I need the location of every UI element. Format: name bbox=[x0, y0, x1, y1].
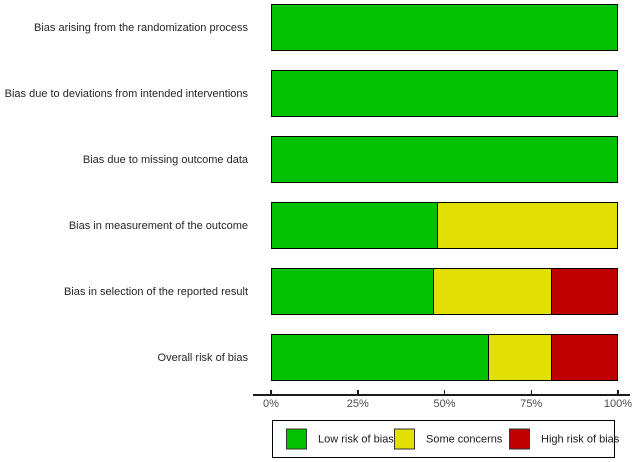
category-label-deviations: Bias due to deviations from intended int… bbox=[4, 87, 248, 100]
stacked-bar-randomization bbox=[271, 4, 618, 51]
tick-label: 25% bbox=[346, 398, 369, 410]
bar-segment-low-risk-of-bias bbox=[272, 137, 617, 182]
stacked-bar-selection bbox=[271, 268, 618, 315]
bar-segment-some-concerns bbox=[437, 203, 617, 248]
legend: Low risk of bias Some concerns High risk… bbox=[272, 420, 619, 458]
stacked-bar-overall bbox=[271, 334, 618, 381]
category-label-measurement: Bias in measurement of the outcome bbox=[68, 219, 248, 232]
x-axis-line bbox=[253, 394, 630, 396]
tick-mark bbox=[617, 390, 619, 394]
bar-segment-low-risk-of-bias bbox=[272, 335, 489, 380]
category-label-missing-data: Bias due to missing outcome data bbox=[82, 153, 248, 166]
chart-row: Bias due to deviations from intended int… bbox=[0, 70, 637, 117]
x-tick-50: 50% bbox=[433, 390, 456, 410]
legend-item-low-risk: Low risk of bias bbox=[286, 428, 394, 450]
bar-segment-low-risk-of-bias bbox=[272, 5, 617, 50]
x-tick-25: 25% bbox=[347, 390, 369, 410]
category-label-overall: Overall risk of bias bbox=[157, 351, 248, 364]
tick-label: 75% bbox=[520, 398, 543, 410]
tick-label: 50% bbox=[433, 398, 456, 410]
chart-row: Bias arising from the randomization proc… bbox=[0, 4, 637, 51]
legend-label: Low risk of bias bbox=[318, 433, 394, 445]
tick-label: 100% bbox=[603, 398, 633, 410]
legend-item-high-risk: High risk of bias bbox=[509, 428, 620, 450]
chart-row: Bias in selection of the reported result bbox=[0, 268, 637, 315]
chart-row: Bias in measurement of the outcome bbox=[0, 202, 637, 249]
tick-mark bbox=[443, 390, 446, 394]
chart-row: Bias due to missing outcome data bbox=[0, 136, 637, 183]
tick-mark bbox=[530, 390, 532, 394]
bar-segment-some-concerns bbox=[433, 269, 551, 314]
some-concerns-swatch-icon bbox=[394, 428, 415, 450]
tick-mark bbox=[270, 390, 272, 394]
x-tick-75: 75% bbox=[520, 390, 542, 410]
bar-segment-some-concerns bbox=[488, 335, 551, 380]
stacked-bar-measurement bbox=[271, 202, 618, 249]
bar-segment-low-risk-of-bias bbox=[272, 71, 617, 116]
stacked-bar-missing-data bbox=[271, 136, 618, 183]
bar-segment-low-risk-of-bias bbox=[272, 203, 438, 248]
bar-segment-high-risk-of-bias bbox=[550, 335, 617, 380]
bar-segment-low-risk-of-bias bbox=[272, 269, 434, 314]
legend-label: Some concerns bbox=[426, 433, 503, 445]
legend-label: High risk of bias bbox=[541, 433, 620, 445]
bar-segment-high-risk-of-bias bbox=[550, 269, 617, 314]
category-label-randomization: Bias arising from the randomization proc… bbox=[34, 21, 248, 34]
low-risk-swatch-icon bbox=[286, 428, 307, 450]
x-tick-100: 100% bbox=[604, 390, 632, 410]
tick-mark bbox=[357, 390, 359, 394]
chart-row: Overall risk of bias bbox=[0, 334, 637, 381]
tick-label: 0% bbox=[263, 398, 279, 410]
legend-item-some-concerns: Some concerns bbox=[394, 428, 503, 450]
category-label-selection: Bias in selection of the reported result bbox=[63, 285, 248, 298]
high-risk-swatch-icon bbox=[509, 428, 530, 450]
stacked-bar-deviations bbox=[271, 70, 618, 117]
x-tick-0: 0% bbox=[263, 390, 279, 410]
